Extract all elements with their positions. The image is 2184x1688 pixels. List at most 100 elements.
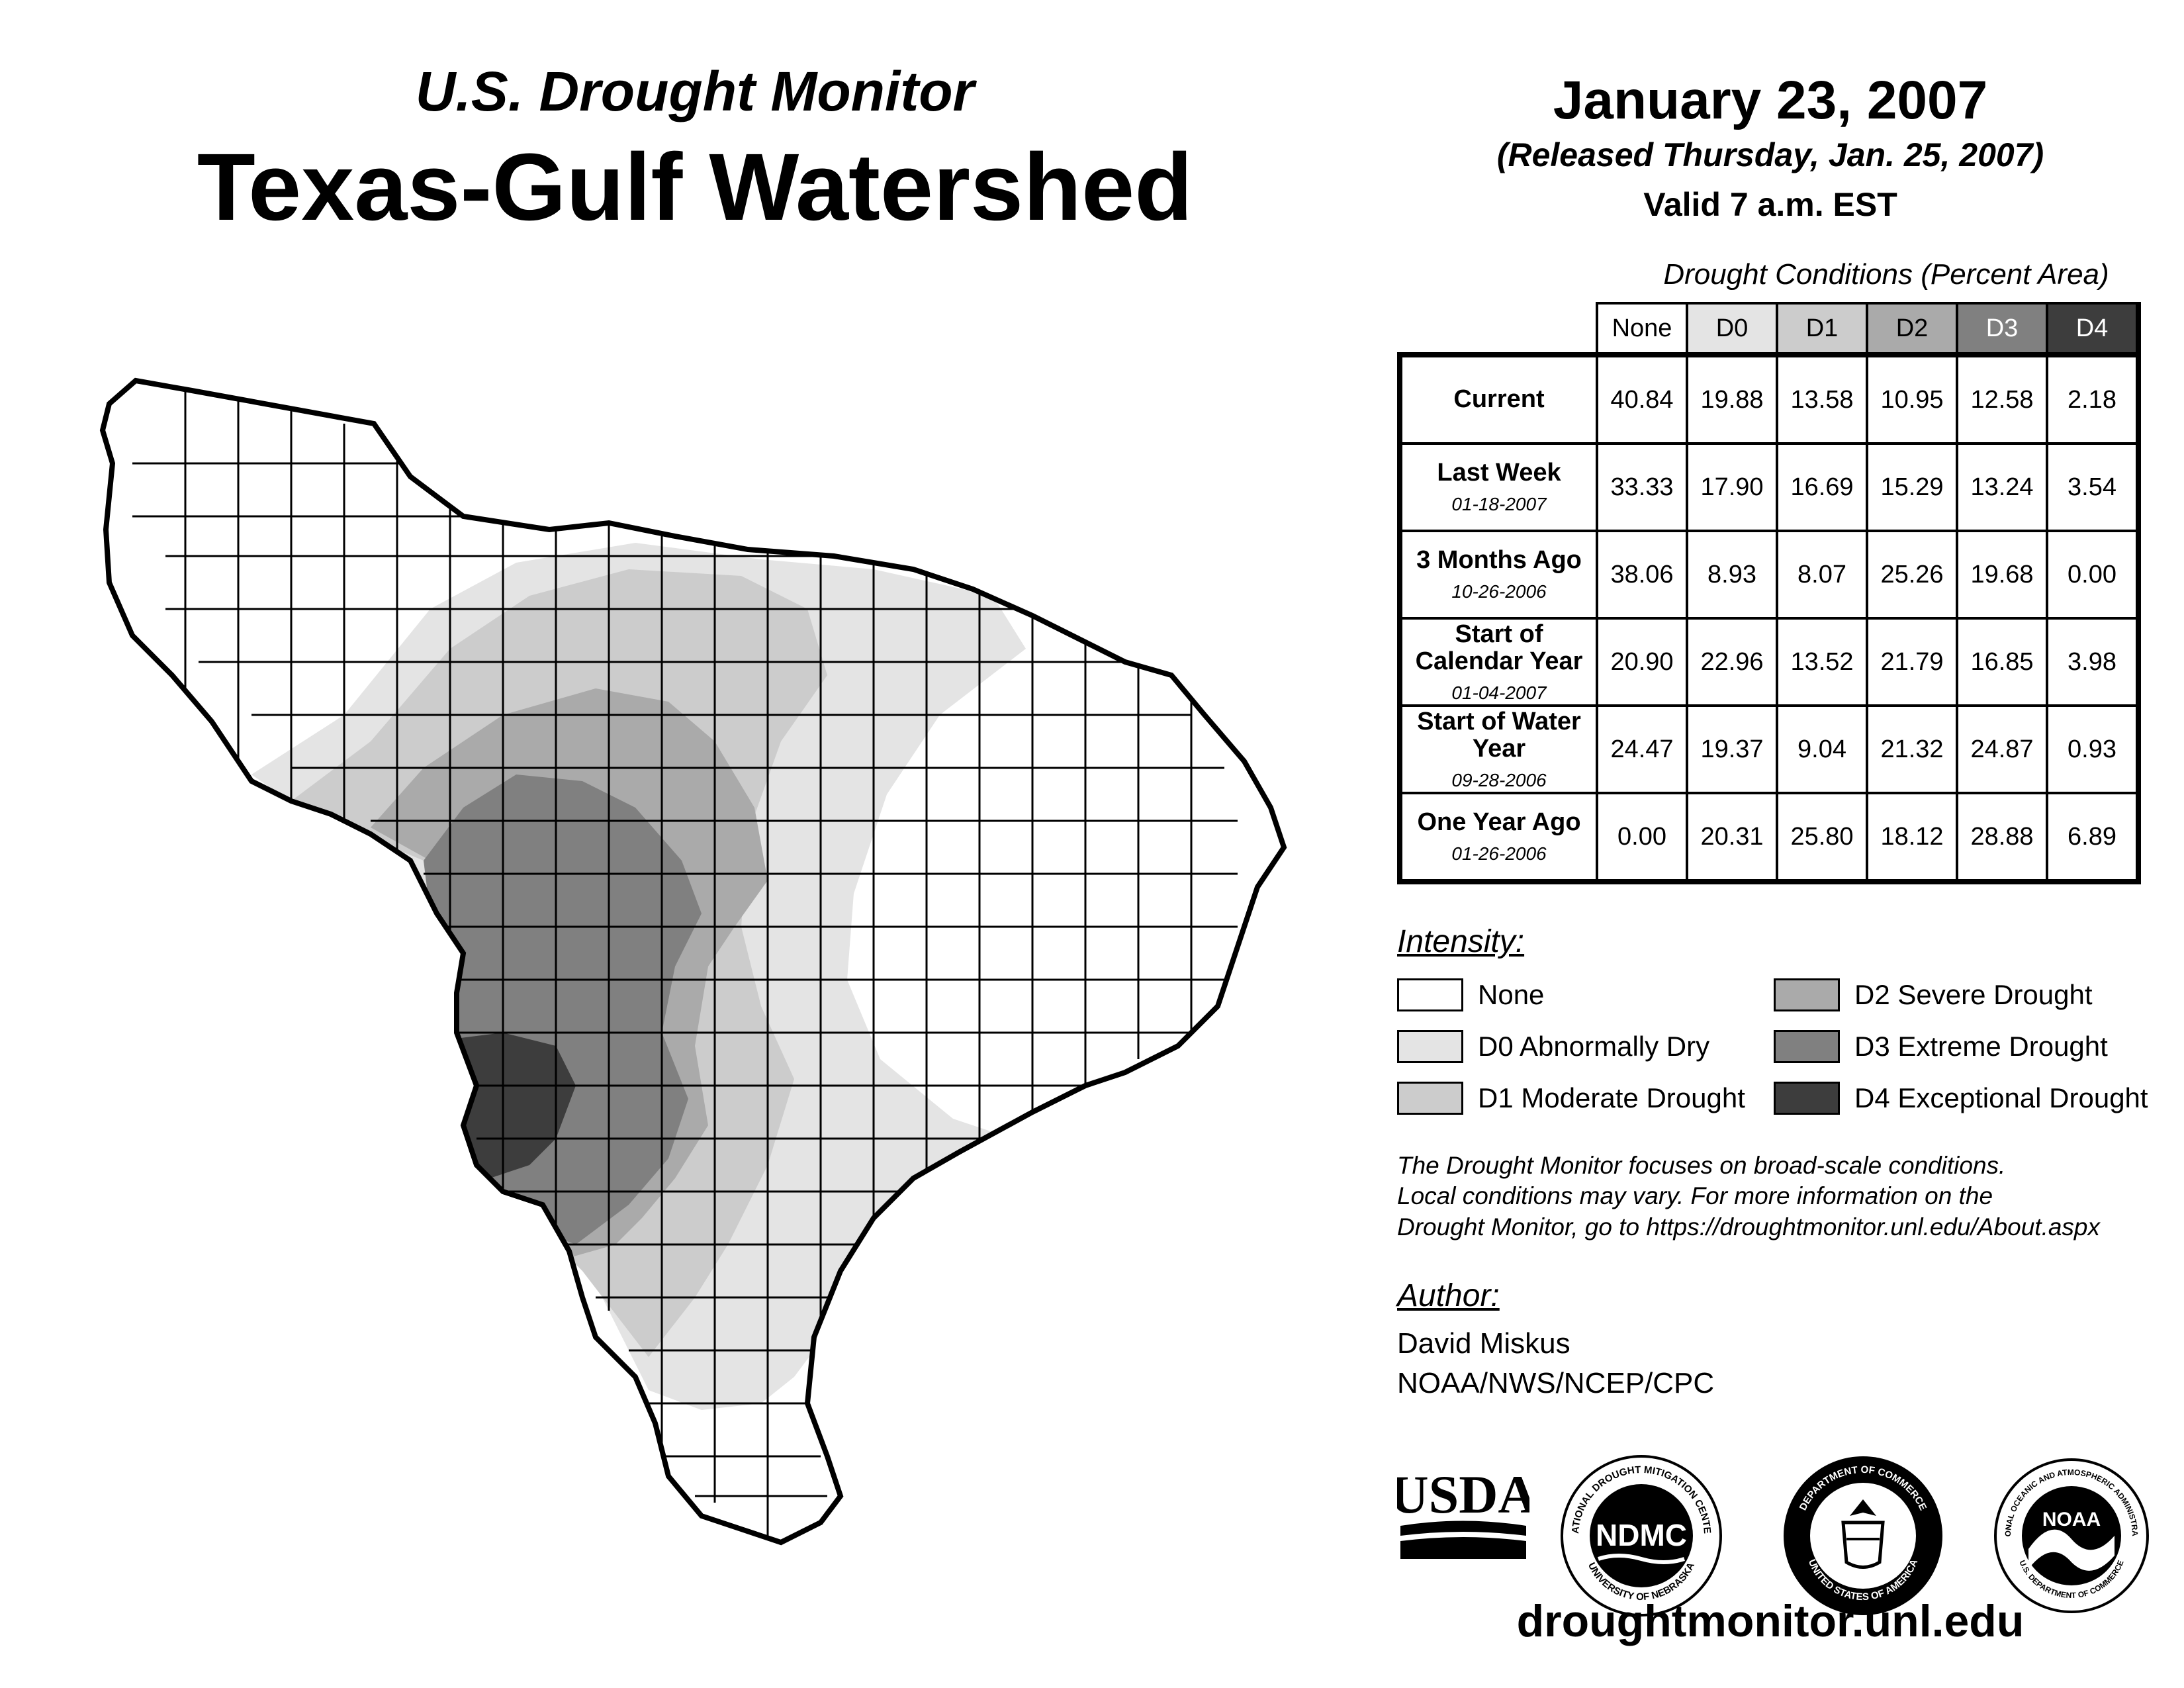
row-label: Start of Water Year 09-28-2006 [1397, 704, 1598, 794]
disclaimer-line: The Drought Monitor focuses on broad-sca… [1397, 1152, 2006, 1179]
table-cell: 15.29 [1866, 442, 1958, 532]
row-date: 10-26-2006 [1451, 581, 1547, 602]
table-row: Start of Calendar Year 01-04-2007 20.90 2… [1397, 617, 2141, 707]
doc-seal-logo: DEPARTMENT OF COMMERCE UNITED STATES OF … [1784, 1456, 1942, 1615]
row-label: Current [1397, 352, 1598, 445]
legend-item-d0: D0 Abnormally Dry [1397, 1030, 1709, 1063]
table-row: 3 Months Ago 10-26-2006 38.06 8.93 8.07 2… [1397, 530, 2141, 620]
legend-label: D1 Moderate Drought [1478, 1082, 1745, 1113]
map-title: Texas-Gulf Watershed [197, 134, 1193, 240]
col-d2: D2 [1866, 302, 1958, 356]
legend-item-d2: D2 Severe Drought [1774, 978, 2093, 1011]
legend-swatch [1397, 978, 1463, 1011]
table-caption: Drought Conditions (Percent Area) [1663, 258, 2109, 291]
table-cell: 17.90 [1686, 442, 1778, 532]
noaa-logo: NATIONAL OCEANIC AND ATMOSPHERIC ADMINIS… [1992, 1456, 2149, 1613]
watershed-map [99, 377, 1287, 1546]
table-cell: 24.47 [1596, 704, 1688, 794]
table-cell: 16.85 [1956, 617, 2048, 707]
usda-logo-text: USDA [1397, 1464, 1529, 1524]
map-date: January 23, 2007 [1553, 70, 1988, 130]
author-name: David Miskus [1397, 1327, 1570, 1360]
legend-item-d3: D3 Extreme Drought [1774, 1030, 2108, 1063]
table-cell: 6.89 [2046, 792, 2141, 884]
table-cell: 25.80 [1776, 792, 1868, 884]
legend-swatch [1397, 1030, 1463, 1063]
website-url: droughtmonitor.unl.edu [1516, 1596, 2025, 1646]
valid-time: Valid 7 a.m. EST [1643, 186, 1897, 223]
noaa-logo-text: NOAA [2042, 1509, 2101, 1530]
usda-logo: USDA [1397, 1464, 1529, 1559]
watershed-outline [99, 377, 1287, 1546]
table-row: One Year Ago 01-26-2006 0.00 20.31 25.80 … [1397, 792, 2141, 884]
ndmc-logo-text: NDMC [1596, 1518, 1687, 1552]
legend-item-d4: D4 Exceptional Drought [1774, 1082, 2148, 1115]
table-cell: 21.32 [1866, 704, 1958, 794]
legend-heading: Intensity: [1397, 924, 1525, 959]
table-cell: 0.00 [1596, 792, 1688, 884]
table-cell: 12.58 [1956, 352, 2048, 445]
release-date: (Released Thursday, Jan. 25, 2007) [1496, 136, 2044, 173]
table-cell: 0.00 [2046, 530, 2141, 620]
table-cell: 0.93 [2046, 704, 2141, 794]
table-cell: 20.90 [1596, 617, 1688, 707]
table-cell: 20.31 [1686, 792, 1778, 884]
legend-item-none: None [1397, 978, 1544, 1011]
table-row: Current 40.84 19.88 13.58 10.95 12.58 2.… [1397, 352, 2141, 445]
table-cell: 25.26 [1866, 530, 1958, 620]
table-cell: 3.54 [2046, 442, 2141, 532]
legend-swatch [1397, 1082, 1463, 1115]
table-cell: 13.58 [1776, 352, 1868, 445]
author-org: NOAA/NWS/NCEP/CPC [1397, 1367, 1715, 1399]
disclaimer-line: Local conditions may vary. For more info… [1397, 1182, 1993, 1210]
table-cell: 18.12 [1866, 792, 1958, 884]
row-date: 01-26-2006 [1451, 843, 1547, 865]
table-cell: 40.84 [1596, 352, 1688, 445]
row-date: 01-18-2007 [1451, 494, 1547, 515]
table-cell: 28.88 [1956, 792, 2048, 884]
legend-swatch [1774, 1082, 1840, 1115]
d4-area [450, 1033, 576, 1178]
col-none: None [1596, 302, 1688, 356]
row-label: 3 Months Ago 10-26-2006 [1397, 530, 1598, 620]
row-label: Last Week 01-18-2007 [1397, 442, 1598, 532]
row-label: Start of Calendar Year 01-04-2007 [1397, 617, 1598, 707]
legend-label: D4 Exceptional Drought [1854, 1082, 2148, 1113]
row-date: 01-04-2007 [1451, 682, 1547, 703]
table-cell: 8.07 [1776, 530, 1868, 620]
table-cell: 19.88 [1686, 352, 1778, 445]
table-cell: 24.87 [1956, 704, 2048, 794]
table-cell: 33.33 [1596, 442, 1688, 532]
disclaimer-line: Drought Monitor, go to https://droughtmo… [1397, 1213, 2100, 1241]
col-d1: D1 [1776, 302, 1868, 356]
county-boundaries [132, 384, 1238, 1536]
legend-swatch [1774, 1030, 1840, 1063]
table-cell: 13.52 [1776, 617, 1868, 707]
table-cell: 10.95 [1866, 352, 1958, 445]
table-cell: 19.68 [1956, 530, 2048, 620]
ndmc-logo: NATIONAL DROUGHT MITIGATION CENTER UNIVE… [1559, 1453, 1722, 1617]
table-row: Start of Water Year 09-28-2006 24.47 19.3… [1397, 704, 2141, 794]
table-cell: 2.18 [2046, 352, 2141, 445]
col-d3: D3 [1956, 302, 2048, 356]
legend-label: D2 Severe Drought [1854, 979, 2093, 1010]
row-label: One Year Ago 01-26-2006 [1397, 792, 1598, 884]
table-header-row: None D0 D1 D2 D3 D4 [1400, 302, 2141, 356]
col-d4: D4 [2046, 302, 2141, 356]
legend-label: D0 Abnormally Dry [1478, 1031, 1710, 1062]
disclaimer: The Drought Monitor focuses on broad-sca… [1397, 1150, 2158, 1243]
table-cell: 3.98 [2046, 617, 2141, 707]
table-cell: 19.37 [1686, 704, 1778, 794]
table-cell: 8.93 [1686, 530, 1778, 620]
drought-conditions-table: None D0 D1 D2 D3 D4 Current 40.84 19.88 … [1397, 302, 2141, 884]
table-cell: 13.24 [1956, 442, 2048, 532]
table-cell: 22.96 [1686, 617, 1778, 707]
table-cell: 21.79 [1866, 617, 1958, 707]
author-heading: Author: [1397, 1278, 1500, 1313]
row-date: 09-28-2006 [1451, 769, 1547, 790]
col-d0: D0 [1686, 302, 1778, 356]
legend-label: None [1478, 979, 1545, 1010]
legend-label: D3 Extreme Drought [1854, 1031, 2108, 1062]
table-cell: 38.06 [1596, 530, 1688, 620]
table-cell: 9.04 [1776, 704, 1868, 794]
